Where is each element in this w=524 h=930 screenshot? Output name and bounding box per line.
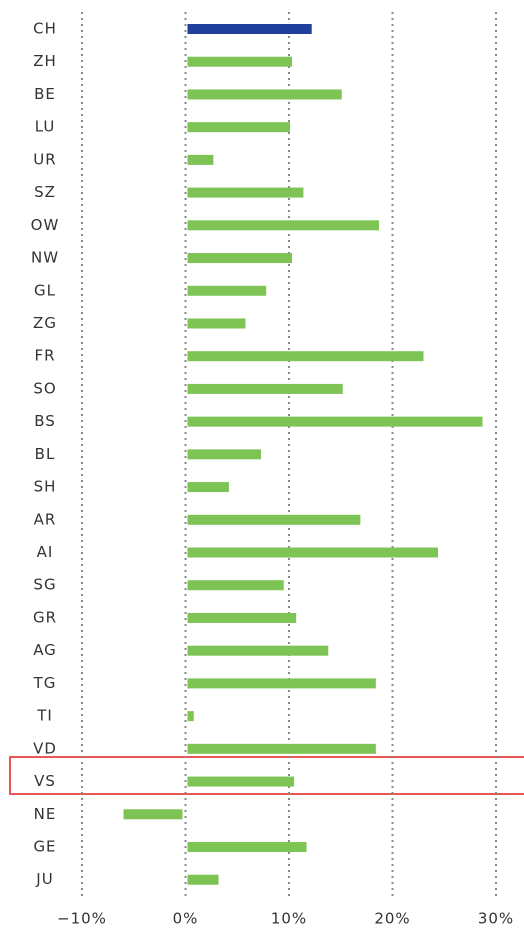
y-tick-label: OW — [31, 216, 60, 234]
bar — [187, 253, 293, 264]
y-tick-label: GL — [34, 281, 56, 299]
x-tick-label: 0% — [173, 910, 199, 928]
bar — [123, 809, 183, 820]
y-tick-label: TG — [33, 674, 57, 692]
y-tick-label: AR — [34, 510, 57, 528]
y-tick-label: LU — [35, 118, 56, 136]
bar — [187, 612, 297, 623]
bar — [187, 842, 307, 852]
y-tick-label: ZH — [33, 52, 57, 70]
y-tick-label: FR — [34, 347, 55, 365]
bar — [187, 187, 304, 198]
y-tick-label: TI — [36, 707, 53, 725]
bar — [187, 711, 194, 722]
bar — [187, 482, 229, 493]
x-tick-label: 30% — [478, 910, 514, 928]
bar — [187, 580, 284, 591]
y-tick-label: BS — [34, 412, 56, 430]
y-tick-label: CH — [33, 20, 57, 38]
bar — [187, 220, 379, 231]
bar — [187, 743, 376, 754]
bar — [187, 154, 214, 165]
bar — [187, 318, 246, 329]
bar — [187, 547, 438, 558]
bar — [187, 285, 267, 296]
bar — [187, 24, 312, 34]
y-tick-label: BE — [34, 85, 56, 103]
y-tick-label: GR — [33, 608, 57, 626]
y-tick-label: UR — [33, 150, 56, 168]
highlight-box — [9, 756, 524, 795]
bar — [187, 678, 376, 689]
bar — [187, 56, 293, 67]
y-tick-label: AG — [33, 641, 57, 659]
x-tick-label: 20% — [374, 910, 410, 928]
y-tick-label: VS — [34, 772, 56, 790]
bar — [187, 449, 261, 460]
y-tick-label: SZ — [34, 183, 56, 201]
bar — [187, 874, 219, 885]
bar — [187, 514, 361, 525]
y-tick-label: SO — [33, 379, 56, 397]
y-tick-label: BL — [35, 445, 56, 463]
y-tick-label: NW — [31, 249, 59, 267]
y-tick-label: GE — [33, 838, 56, 856]
bar — [187, 351, 424, 362]
y-tick-label: SG — [33, 576, 56, 594]
x-tick-label: −10% — [57, 910, 107, 928]
bar — [187, 89, 342, 100]
bar — [187, 122, 290, 133]
x-tick-label: 10% — [271, 910, 307, 928]
y-tick-label: VD — [33, 739, 57, 757]
y-tick-label: SH — [34, 478, 57, 496]
bar — [187, 776, 295, 787]
y-tick-label: JU — [35, 870, 53, 888]
y-tick-label: AI — [37, 543, 54, 561]
bar — [187, 645, 329, 656]
y-tick-label: NE — [34, 805, 57, 823]
y-tick-label: ZG — [33, 314, 57, 332]
bar — [187, 383, 343, 394]
bar — [187, 416, 483, 427]
